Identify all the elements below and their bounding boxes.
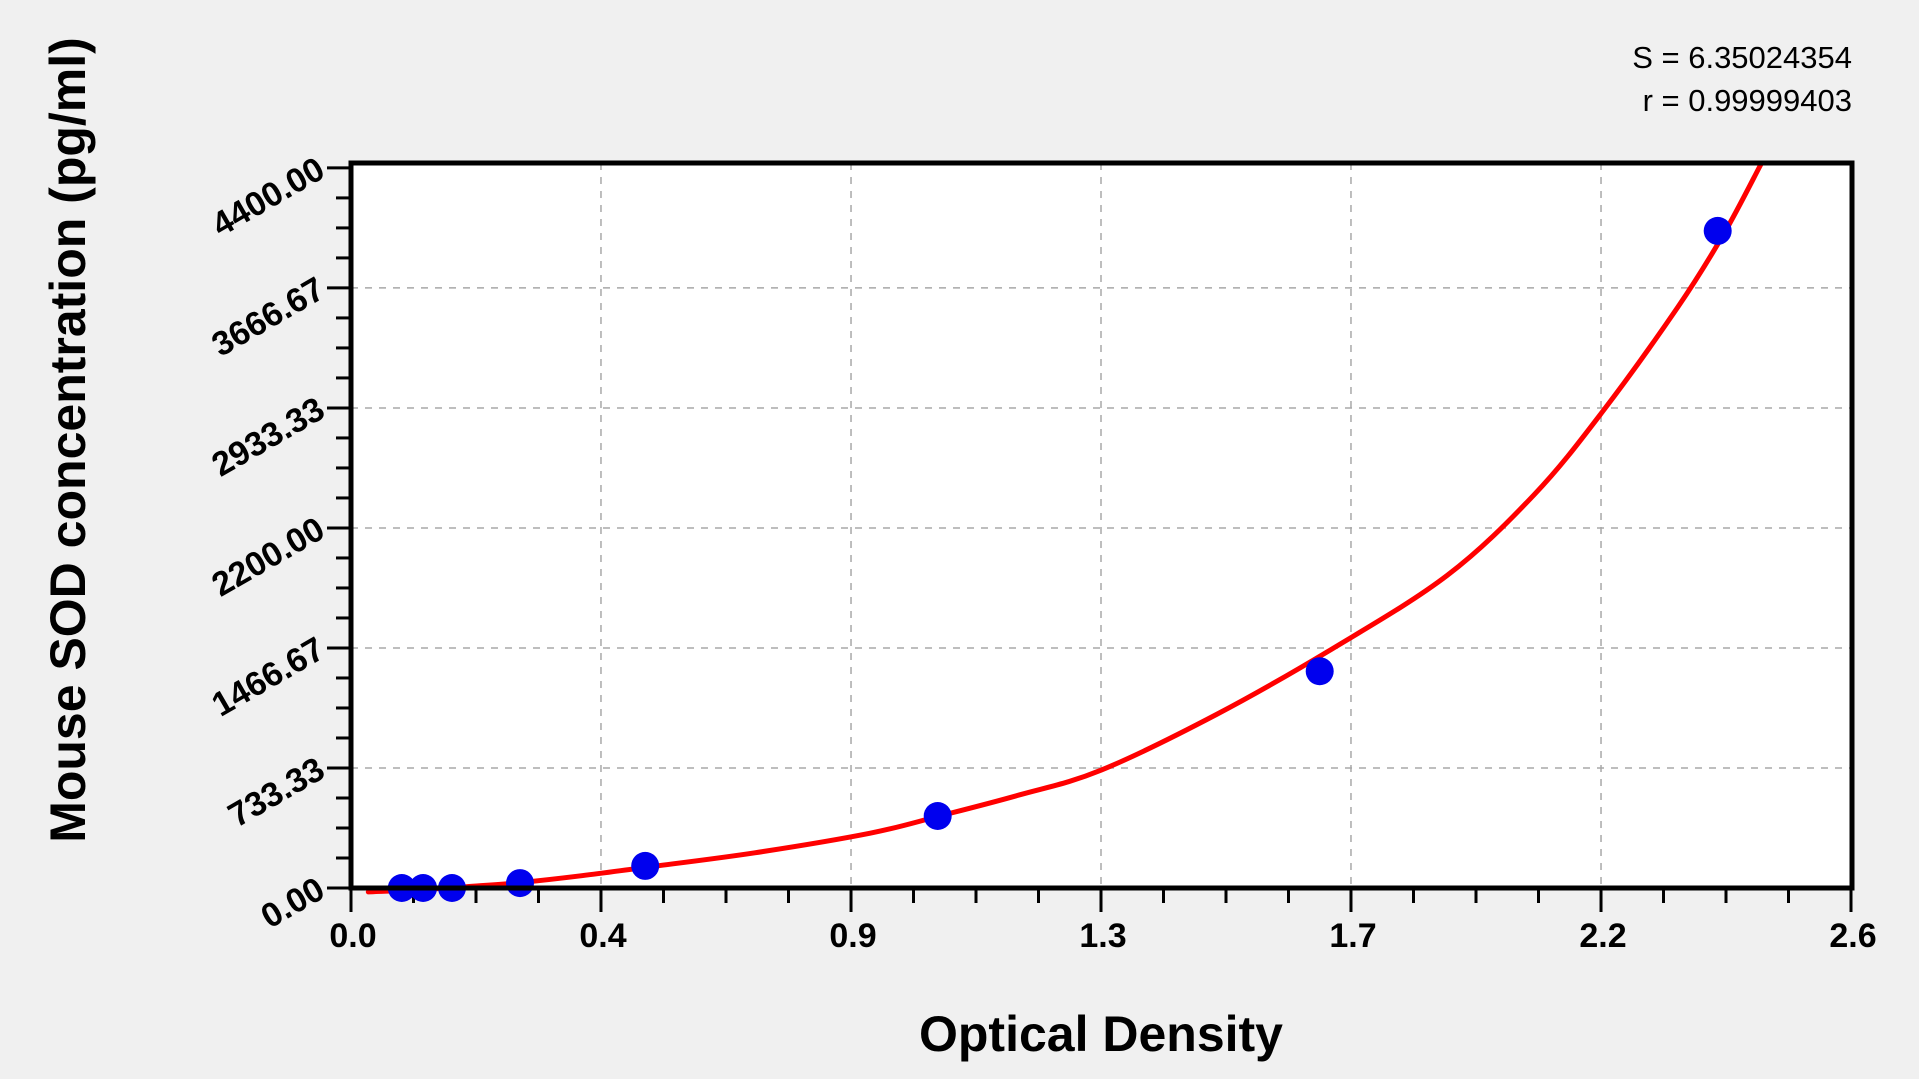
x-tick-label: 0.0 — [329, 917, 376, 955]
x-tick-label: 2.6 — [1829, 917, 1876, 955]
x-tick-label: 2.2 — [1579, 917, 1626, 955]
y-tick-label: 1466.67 — [206, 630, 331, 724]
data-point — [1305, 657, 1334, 686]
data-point — [631, 851, 660, 880]
s-value-label: S = 6.35024354 — [1632, 40, 1852, 75]
y-tick-label: 4400.00 — [206, 150, 331, 244]
x-tick-label: 1.7 — [1329, 917, 1376, 955]
data-point — [923, 802, 952, 830]
data-point — [1703, 216, 1732, 245]
plot-border — [348, 160, 1855, 891]
x-axis-title: Optical Density — [919, 1006, 1283, 1062]
y-tick-label: 2933.33 — [206, 390, 331, 484]
y-tick-label: 0.00 — [255, 870, 331, 936]
x-tick-label: 0.4 — [579, 917, 626, 955]
fit-statistics: S = 6.35024354 r = 0.99999403 — [1632, 36, 1852, 122]
y-tick-label: 2200.00 — [206, 510, 331, 604]
data-point — [506, 869, 534, 898]
y-tick-label: 733.33 — [222, 750, 331, 835]
y-tick-label: 3666.67 — [206, 270, 331, 364]
fit-curve — [365, 160, 1765, 895]
r-value-label: r = 0.99999403 — [1642, 83, 1852, 118]
x-tick-label: 0.9 — [829, 917, 876, 955]
x-tick-label: 1.3 — [1079, 917, 1126, 955]
